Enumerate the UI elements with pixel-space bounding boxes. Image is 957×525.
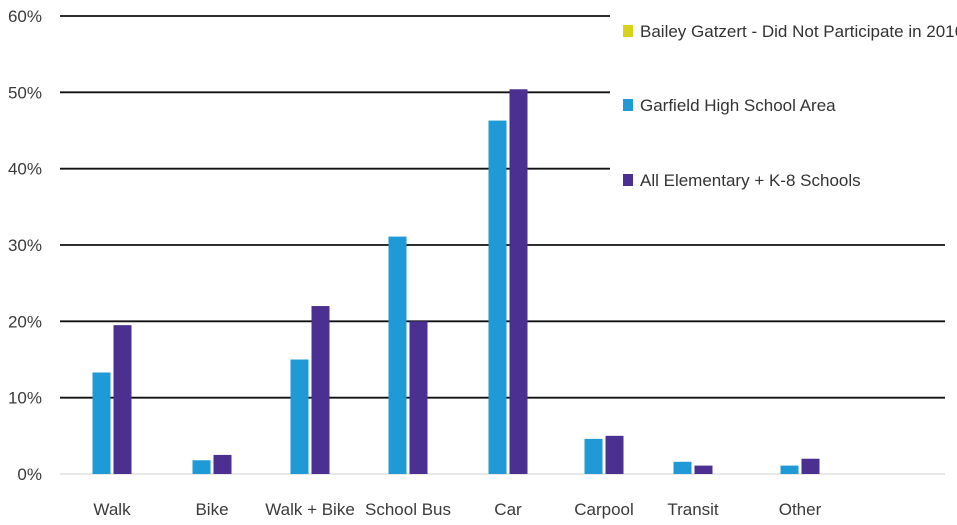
bar-car-series-1: [488, 120, 507, 475]
bar-transit-series-1: [673, 461, 692, 474]
bars: [92, 89, 820, 475]
bar-bike-series-1: [192, 460, 211, 474]
legend-label: All Elementary + K-8 Schools: [640, 171, 861, 190]
x-tick-label: Other: [779, 500, 822, 519]
x-tick-label: Carpool: [574, 500, 634, 519]
y-tick-label: 40%: [8, 160, 42, 179]
y-tick-label: 50%: [8, 83, 42, 102]
legend-swatch: [623, 25, 633, 37]
x-tick-label: Transit: [667, 500, 719, 519]
bar-walk-series-1: [92, 372, 111, 474]
legend-label: Bailey Gatzert - Did Not Participate in …: [640, 22, 957, 41]
bar-other-series-2: [801, 458, 820, 474]
y-tick-label: 0%: [17, 465, 42, 484]
bar-other-series-1: [780, 465, 799, 474]
bar-bike-series-2: [213, 454, 232, 474]
y-tick-label: 10%: [8, 389, 42, 408]
bar-walk-bike-series-2: [311, 306, 330, 474]
x-tick-label: Bike: [195, 500, 228, 519]
y-axis: 0% 10% 20% 30% 40% 50% 60%: [8, 7, 42, 484]
y-tick-label: 60%: [8, 7, 42, 26]
bar-walk-series-2: [113, 325, 132, 474]
y-tick-label: 30%: [8, 236, 42, 255]
x-tick-label: Walk + Bike: [265, 500, 355, 519]
bar-transit-series-2: [694, 465, 713, 474]
bar-car-series-2: [509, 89, 528, 474]
x-tick-label: Walk: [93, 500, 131, 519]
x-tick-label: School Bus: [365, 500, 451, 519]
bar-school-bus-series-2: [409, 321, 428, 474]
legend: Bailey Gatzert - Did Not Participate in …: [623, 22, 957, 190]
bar-walk-bike-series-1: [290, 359, 309, 474]
x-axis: Walk Bike Walk + Bike School Bus Car Carpool T…: [93, 500, 821, 519]
bar-carpool-series-1: [584, 438, 603, 474]
legend-swatch: [623, 174, 633, 186]
bar-carpool-series-2: [605, 435, 624, 474]
x-tick-label: Car: [494, 500, 522, 519]
y-tick-label: 20%: [8, 312, 42, 331]
legend-label: Garfield High School Area: [640, 96, 836, 115]
bar-school-bus-series-1: [388, 236, 407, 474]
legend-swatch: [623, 99, 633, 111]
